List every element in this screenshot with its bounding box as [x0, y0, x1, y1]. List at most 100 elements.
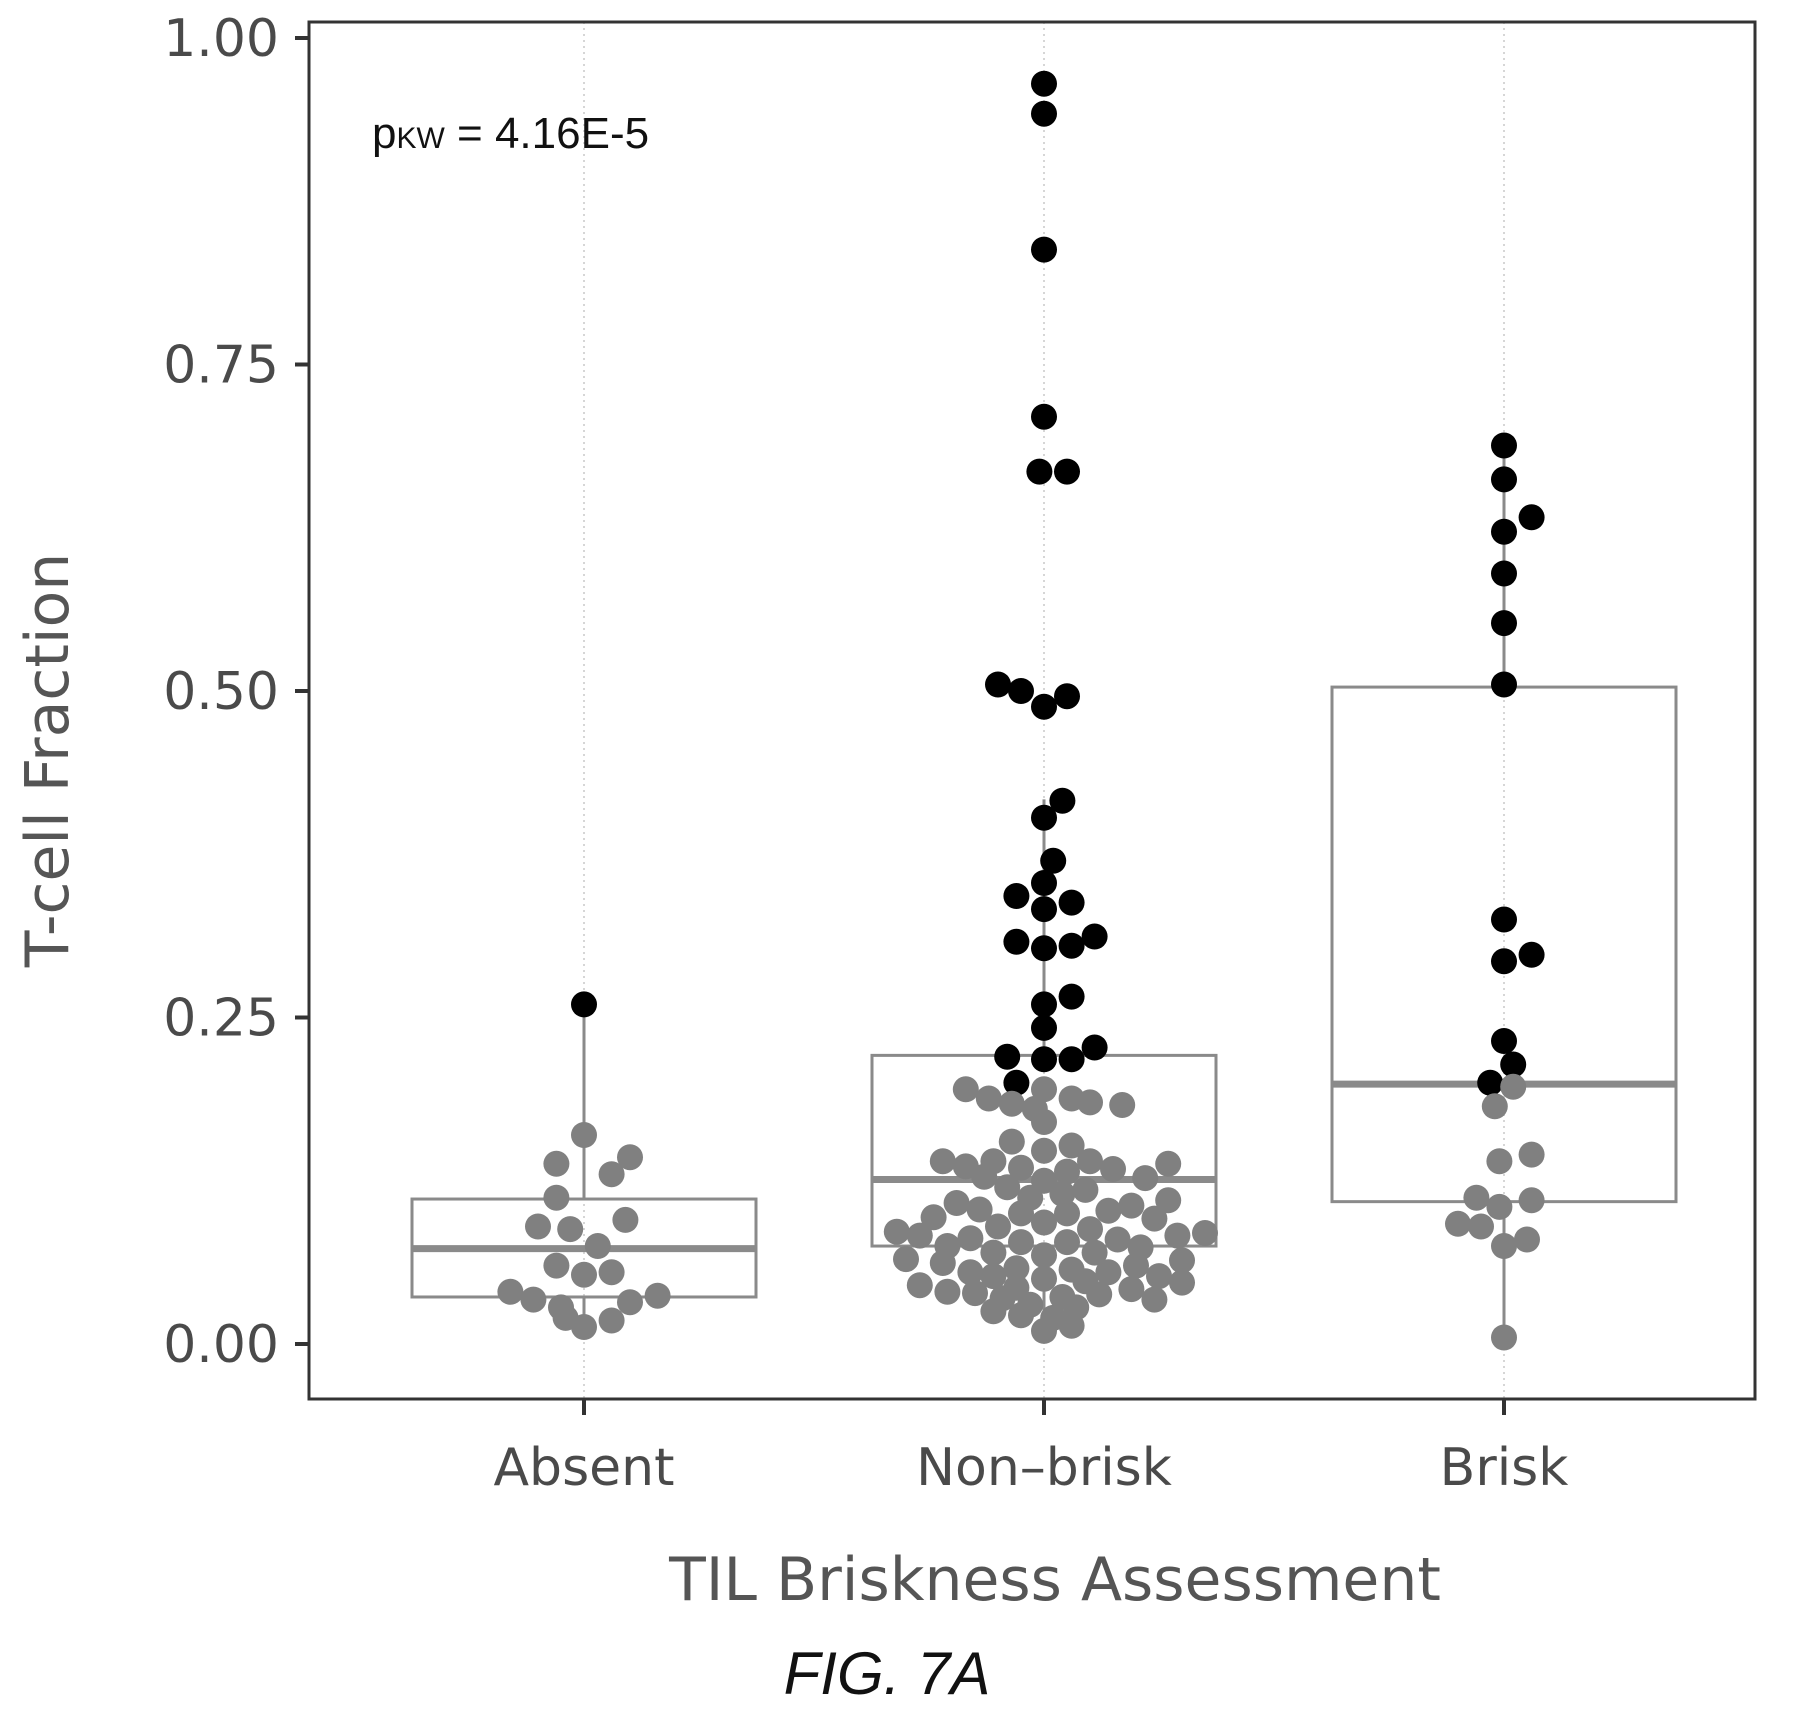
point-44	[1031, 1014, 1057, 1041]
point-135	[1491, 560, 1517, 587]
point-96	[1054, 1229, 1080, 1256]
point-26	[1054, 458, 1080, 485]
point-51	[1031, 1076, 1057, 1103]
point-119	[962, 1280, 988, 1307]
point-140	[1491, 948, 1517, 975]
point-150	[1486, 1193, 1513, 1220]
point-73	[994, 1174, 1021, 1201]
point-8	[557, 1216, 584, 1243]
point-69	[1054, 1158, 1080, 1185]
point-86	[1031, 1209, 1057, 1236]
point-19	[598, 1307, 625, 1334]
point-101	[1031, 1242, 1057, 1269]
point-83	[1054, 1200, 1080, 1227]
point-36	[1058, 889, 1085, 916]
point-12	[571, 1261, 597, 1288]
point-152	[1468, 1213, 1494, 1240]
y-axis: 0.00 0.25 0.50 0.75 1.00	[163, 9, 309, 1375]
point-67	[1008, 1154, 1034, 1181]
point-78	[943, 1190, 970, 1216]
point-40	[1058, 932, 1085, 959]
point-133	[1518, 504, 1545, 531]
point-29	[1054, 683, 1080, 710]
point-91	[906, 1222, 933, 1249]
point-35	[1003, 883, 1030, 909]
point-126	[980, 1298, 1007, 1325]
point-59	[998, 1128, 1025, 1155]
point-54	[1077, 1089, 1103, 1116]
point-80	[966, 1196, 993, 1223]
point-155	[1491, 1324, 1517, 1351]
point-94	[1104, 1226, 1131, 1253]
point-92	[1164, 1222, 1191, 1249]
point-153	[1514, 1226, 1540, 1253]
point-9	[584, 1233, 611, 1259]
point-31	[1049, 787, 1076, 814]
point-7	[525, 1213, 551, 1240]
point-22	[1031, 100, 1057, 127]
plot-frame	[307, 20, 1757, 1401]
point-114	[1169, 1269, 1195, 1296]
point-28	[1008, 678, 1034, 704]
y-tick-label-4: 1.00	[163, 9, 279, 69]
p-value-subscript: KW	[396, 122, 445, 155]
point-111	[1146, 1263, 1172, 1290]
point-148	[1463, 1184, 1490, 1211]
point-130	[1031, 1317, 1057, 1344]
point-85	[1141, 1205, 1168, 1232]
point-24	[1031, 403, 1057, 430]
point-132	[1491, 466, 1517, 493]
point-134	[1491, 518, 1517, 545]
point-23	[1031, 236, 1057, 263]
point-151	[1445, 1210, 1471, 1237]
point-50	[952, 1076, 979, 1103]
point-64	[929, 1148, 956, 1175]
point-147	[1486, 1148, 1513, 1175]
point-136	[1491, 610, 1517, 637]
point-90	[1192, 1220, 1218, 1246]
point-106	[1003, 1255, 1030, 1282]
point-16	[617, 1289, 643, 1316]
point-61	[1031, 1137, 1057, 1164]
point-99	[980, 1239, 1007, 1266]
point-37	[1031, 896, 1057, 923]
point-42	[1058, 983, 1085, 1010]
y-tick-label-3: 0.75	[163, 336, 279, 396]
point-41	[1031, 935, 1057, 962]
point-127	[1008, 1302, 1034, 1329]
point-4	[598, 1161, 625, 1188]
x-tick-label-2: Brisk	[1440, 1438, 1569, 1498]
point-47	[1031, 1046, 1057, 1073]
point-103	[1169, 1247, 1195, 1274]
x-tick-label-1: Non–brisk	[916, 1438, 1172, 1498]
point-33	[1040, 847, 1067, 874]
point-45	[1081, 1034, 1108, 1061]
point-110	[980, 1263, 1007, 1290]
point-81	[1095, 1197, 1122, 1224]
point-145	[1481, 1093, 1508, 1120]
point-137	[1491, 671, 1517, 698]
point-60	[1058, 1132, 1085, 1159]
point-154	[1491, 1233, 1517, 1259]
point-20	[571, 1314, 597, 1340]
point-5	[543, 1184, 570, 1211]
point-138	[1491, 906, 1517, 933]
point-46	[994, 1043, 1021, 1070]
point-15	[520, 1286, 547, 1313]
point-11	[598, 1259, 625, 1286]
point-84	[920, 1204, 947, 1231]
point-139	[1518, 941, 1545, 968]
point-104	[929, 1250, 956, 1276]
point-149	[1518, 1187, 1545, 1214]
p-value-text: = 4.16E-5	[445, 109, 649, 158]
point-34	[1031, 870, 1057, 896]
point-115	[906, 1272, 933, 1299]
point-56	[1109, 1092, 1136, 1118]
point-77	[1155, 1187, 1182, 1214]
point-117	[1118, 1276, 1145, 1303]
point-144	[1500, 1073, 1527, 1100]
point-87	[985, 1213, 1011, 1240]
point-89	[883, 1218, 910, 1245]
point-141	[1491, 1028, 1517, 1054]
